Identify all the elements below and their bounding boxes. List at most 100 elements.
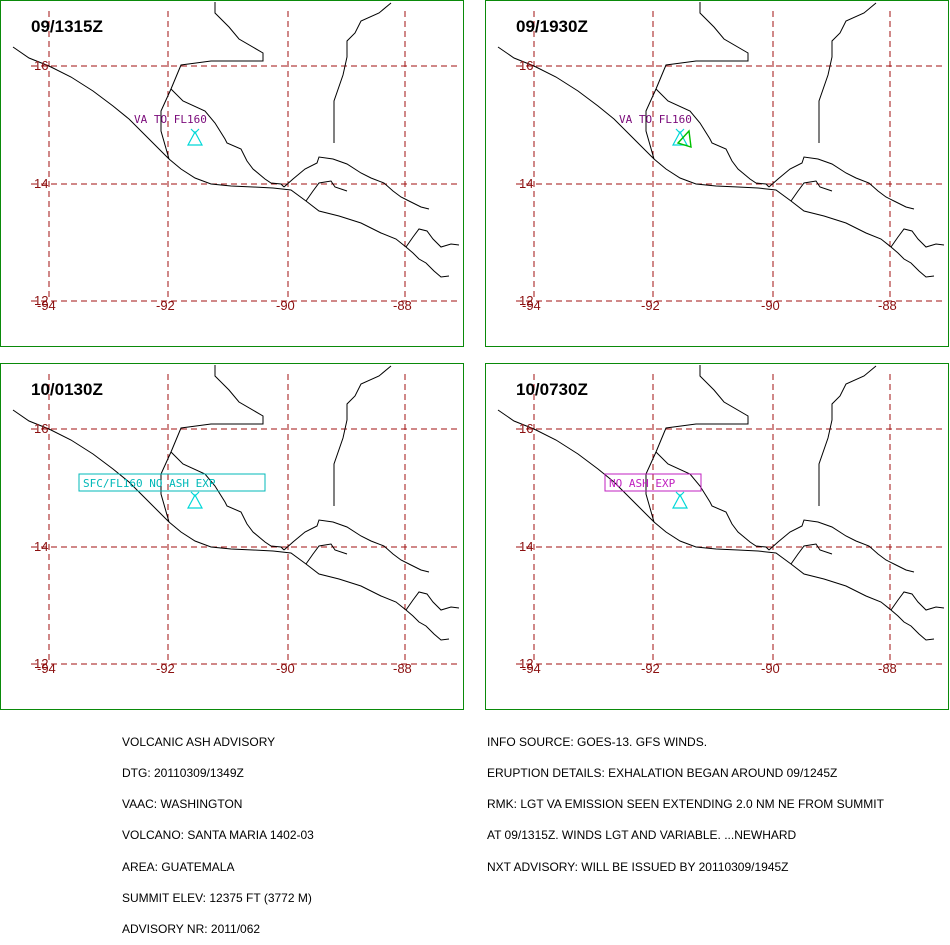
ash-area-polygon — [676, 129, 692, 148]
country-border — [305, 543, 348, 565]
coastline — [405, 228, 460, 248]
lon-tick-label: -94 — [37, 661, 56, 676]
coastline — [497, 409, 935, 641]
lat-tick-label: 14 — [34, 539, 48, 554]
country-border — [655, 451, 770, 551]
country-border — [645, 365, 749, 523]
map-canvas-2: 16 14 12-94 -92 -90 -88 VA TO FL160 — [497, 2, 945, 313]
lon-tick-label: -90 — [276, 298, 295, 313]
lon-tick-label: -94 — [522, 661, 541, 676]
ash-forecast-label: NO ASH EXP — [609, 477, 676, 490]
lon-tick-label: -88 — [878, 298, 897, 313]
ash-forecast-label: VA TO FL160 — [619, 113, 692, 126]
volcano-icon-body — [671, 130, 689, 146]
ash-forecast-label: VA TO FL160 — [134, 113, 207, 126]
country-border — [283, 156, 430, 210]
panel-time-label: 10/0130Z — [31, 380, 103, 399]
map-canvas-1: 16 14 12-94 -92 -90 -88 VA TO FL160 — [12, 2, 460, 313]
advisory-line: VAAC: WASHINGTON — [122, 797, 243, 812]
lon-tick-label: -88 — [393, 661, 412, 676]
country-border — [160, 2, 264, 160]
lon-tick-label: -92 — [156, 298, 175, 313]
volcano-icon — [186, 128, 204, 146]
country-border — [768, 156, 915, 210]
remarks-line: INFO SOURCE: GOES-13. GFS WINDS. — [487, 734, 708, 749]
advisory-line: AREA: GUATEMALA — [122, 859, 235, 874]
coastline — [405, 591, 460, 611]
country-border — [333, 2, 392, 143]
ash-forecast-label-box — [78, 473, 266, 492]
country-border — [655, 88, 770, 188]
advisory-line: SUMMIT ELEV: 12375 FT (3772 M) — [122, 890, 312, 905]
lon-tick-label: -90 — [761, 298, 780, 313]
remarks-line: ERUPTION DETAILS: EXHALATION BEGAN AROUN… — [487, 766, 838, 781]
country-border — [333, 365, 392, 506]
country-border — [170, 451, 285, 551]
volcano-icon-plume — [675, 491, 685, 497]
lon-tick-label: -92 — [156, 661, 175, 676]
advisory-line: DTG: 20110309/1349Z — [122, 766, 244, 781]
lon-tick-label: -94 — [37, 298, 56, 313]
volcano-icon-body — [671, 493, 689, 509]
country-border — [170, 88, 285, 188]
country-border — [790, 543, 833, 565]
coastline — [12, 46, 450, 278]
lat-tick-label: 12 — [519, 656, 533, 671]
country-border — [818, 365, 877, 506]
coastline — [890, 591, 945, 611]
volcano-icon — [671, 128, 689, 146]
country-border — [283, 519, 430, 573]
map-panel-1: 16 14 12 -94 -92 -90 -88 VA TO FL160 09/1315Z — [0, 0, 464, 347]
map-panel-3: 16 14 12 -94 -92 -90 -88 SFC/FL160 NO ASH EXP 1… — [0, 363, 464, 710]
panel-time-label: 09/1315Z — [31, 17, 103, 36]
country-border — [160, 365, 264, 523]
coastline — [12, 409, 450, 641]
map-canvas-3: 16 14 12-94 -92 -90 -88 SFC/FL160 NO ASH EXP — [12, 365, 460, 676]
country-border — [645, 2, 749, 160]
country-border — [790, 180, 833, 202]
country-border — [305, 180, 348, 202]
ash-forecast-label: SFC/FL160 NO ASH EXP — [83, 477, 216, 490]
lon-tick-label: -88 — [878, 661, 897, 676]
lat-tick-label: 16 — [34, 58, 48, 73]
lon-tick-label: -88 — [393, 298, 412, 313]
lat-tick-label: 16 — [519, 58, 533, 73]
coastline — [497, 46, 935, 278]
lon-tick-label: -90 — [761, 661, 780, 676]
volcano-icon-plume — [190, 491, 200, 497]
advisory-line: VOLCANO: SANTA MARIA 1402-03 — [122, 828, 314, 843]
coastline — [890, 228, 945, 248]
volcano-icon-plume — [675, 128, 685, 134]
volcano-icon — [186, 491, 204, 509]
country-border — [768, 519, 915, 573]
map-panel-2: 16 14 12 -94 -92 -90 -88 VA TO FL160 09/1930Z — [485, 0, 949, 347]
volcano-icon — [671, 491, 689, 509]
lat-tick-label: 12 — [34, 293, 48, 308]
advisory-header-block: VOLCANIC ASH ADVISORY DTG: 20110309/1349… — [122, 716, 314, 945]
advisory-line: VOLCANIC ASH ADVISORY — [122, 734, 276, 749]
advisory-line: ADVISORY NR: 2011/062 — [122, 922, 261, 937]
remarks-line: RMK: LGT VA EMISSION SEEN EXTENDING 2.0 … — [487, 797, 884, 812]
lon-tick-label: -92 — [641, 298, 660, 313]
lon-tick-label: -92 — [641, 661, 660, 676]
map-panel-4: 16 14 12 -94 -92 -90 -88 NO ASH EXP 10/0730Z — [485, 363, 949, 710]
volcano-icon-body — [186, 493, 204, 509]
lat-tick-label: 14 — [519, 176, 533, 191]
ash-forecast-label-box — [604, 473, 702, 492]
lat-tick-label: 14 — [519, 539, 533, 554]
lat-tick-label: 12 — [519, 293, 533, 308]
lon-tick-label: -90 — [276, 661, 295, 676]
panel-time-label: 10/0730Z — [516, 380, 588, 399]
lat-tick-label: 16 — [34, 421, 48, 436]
volcano-icon-body — [186, 130, 204, 146]
lat-tick-label: 16 — [519, 421, 533, 436]
remarks-line: NXT ADVISORY: WILL BE ISSUED BY 20110309… — [487, 859, 789, 874]
volcano-icon-plume — [190, 128, 200, 134]
lat-tick-label: 12 — [34, 656, 48, 671]
map-canvas-4: 16 14 12-94 -92 -90 -88 NO ASH EXP — [497, 365, 945, 676]
lat-tick-label: 14 — [34, 176, 48, 191]
panel-time-label: 09/1930Z — [516, 17, 588, 36]
advisory-remarks-block: INFO SOURCE: GOES-13. GFS WINDS. ERUPTIO… — [487, 716, 884, 882]
lon-tick-label: -94 — [522, 298, 541, 313]
country-border — [818, 2, 877, 143]
